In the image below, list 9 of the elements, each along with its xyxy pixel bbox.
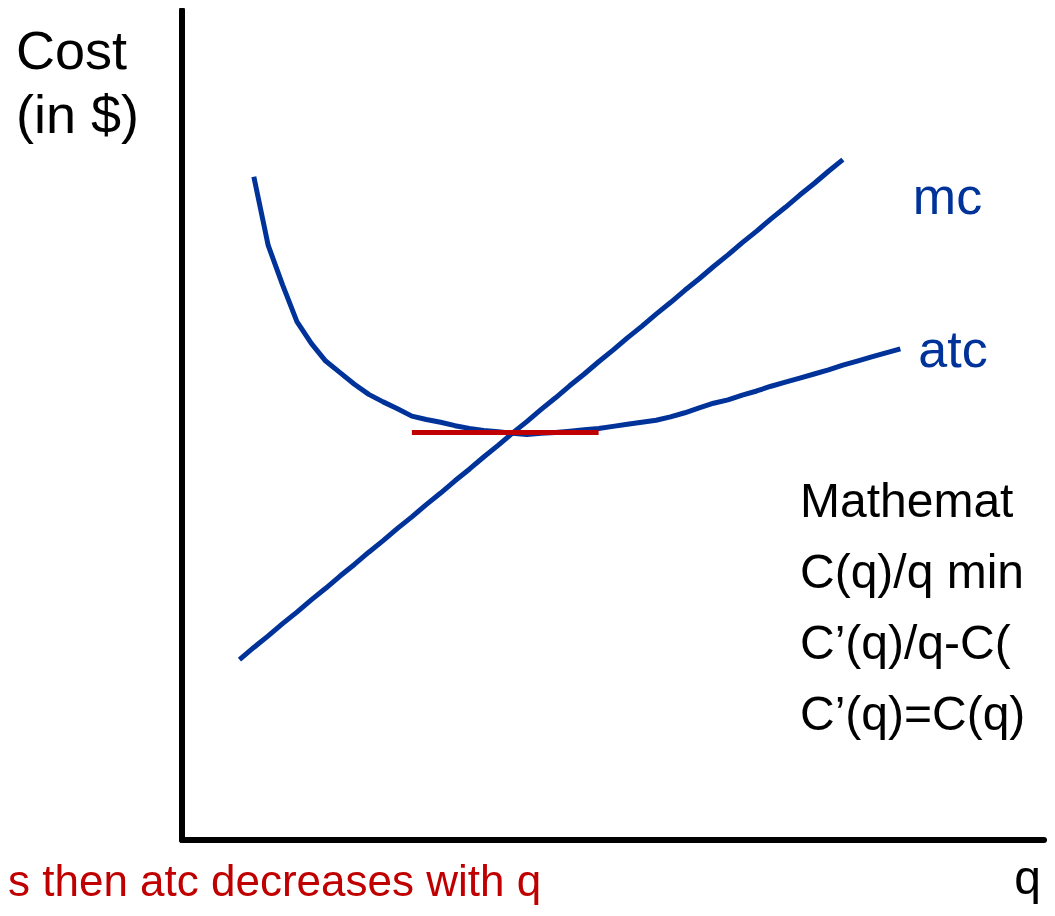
x-axis-title: q: [1014, 850, 1042, 904]
y-axis-title: Cost (in $): [16, 20, 143, 144]
annotation: Mathemat: [800, 473, 1014, 527]
text: s then atc decreases with q: [8, 855, 542, 905]
annotation: C’(q)/q-C(: [800, 615, 1011, 669]
series-label: atc: [918, 319, 988, 378]
series-label: mc: [912, 166, 983, 225]
annotation: C’(q)=C(q): [800, 686, 1026, 740]
annotation: C(q)/q min: [800, 544, 1025, 598]
